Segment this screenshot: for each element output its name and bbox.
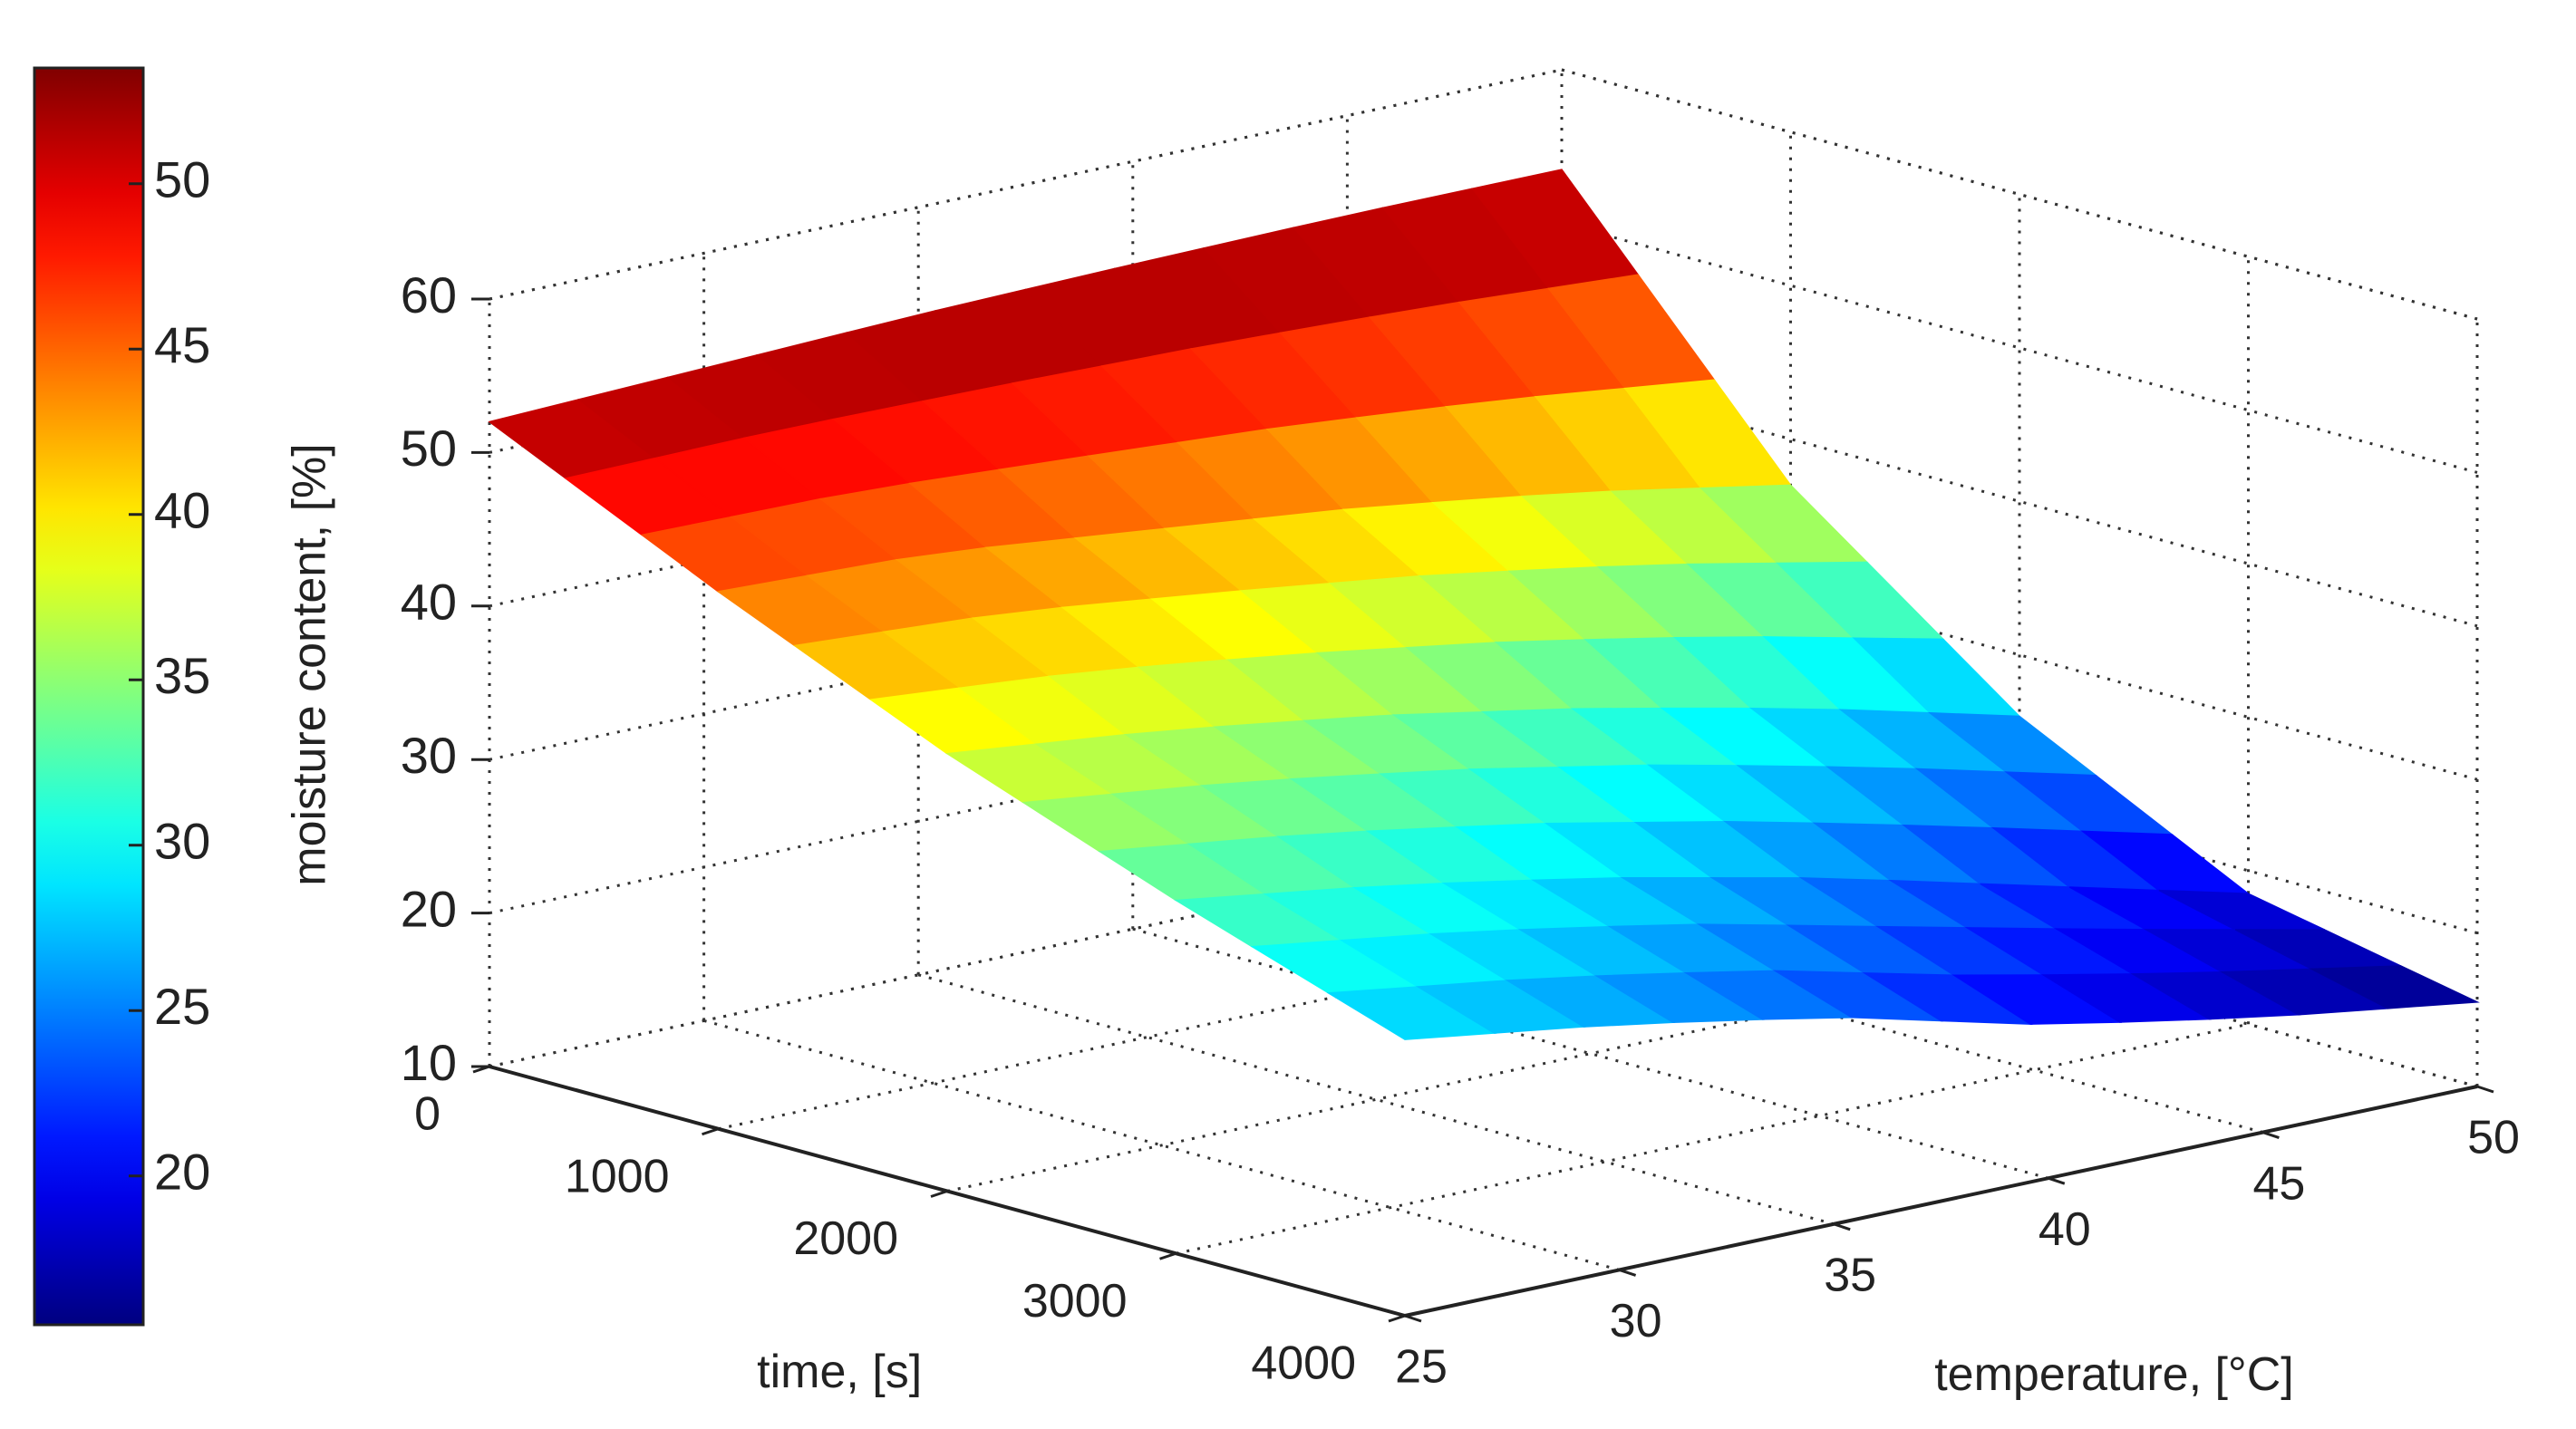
z-tick-label: 30 [401, 727, 457, 784]
z-tick-label: 50 [401, 420, 457, 477]
z-axis-title: moisture content, [%] [284, 443, 336, 885]
temperature-tick-label: 30 [1610, 1295, 1662, 1347]
time-tick-label: 0 [414, 1088, 441, 1141]
temperature-tick-mark [2476, 1085, 2494, 1094]
time-tick-mark [702, 1127, 719, 1136]
time-tick-label: 4000 [1251, 1337, 1356, 1390]
colorbar-tick-label: 50 [154, 151, 210, 208]
time-tick-label: 2000 [793, 1212, 898, 1265]
colorbar-gradient [33, 66, 145, 1327]
colorbar-tick-label: 30 [154, 813, 210, 870]
axes: 10 20 30 40 50 60 0 1000 2000 3000 4000 25 30 35 40 45 5… [284, 266, 2520, 1401]
temperature-tick-mark [1404, 1314, 1422, 1323]
temperature-tick-label: 35 [1824, 1250, 1876, 1302]
temperature-tick-mark [2048, 1176, 2066, 1185]
z-tick-label: 40 [401, 574, 457, 631]
box-edge-top [489, 68, 1563, 301]
time-tick-mark [1159, 1251, 1177, 1260]
z-tick-label: 10 [401, 1034, 457, 1091]
temperature-axis-line [1404, 1085, 2478, 1318]
temperature-tick-label: 25 [1395, 1341, 1448, 1394]
z-tick-label: 20 [401, 880, 457, 937]
time-axis-title: time, [s] [757, 1346, 922, 1398]
colorbar: 20 25 30 35 40 45 50 [33, 66, 210, 1327]
colorbar-tick-label: 35 [154, 647, 210, 704]
colorbar-tick-label: 40 [154, 482, 210, 539]
temperature-tick-label: 50 [2467, 1112, 2520, 1164]
surface-patch [2309, 965, 2480, 1009]
time-tick-mark [930, 1190, 948, 1198]
time-tick-mark [1388, 1314, 1406, 1323]
temperature-tick-mark [1833, 1222, 1851, 1231]
temperature-tick-label: 45 [2252, 1157, 2305, 1210]
time-tick-label: 3000 [1022, 1275, 1128, 1328]
temperature-tick-mark [2261, 1131, 2280, 1140]
time-tick-mark [472, 1065, 490, 1074]
temperature-tick-mark [1619, 1268, 1637, 1277]
temperature-axis-title: temperature, [°C] [1934, 1348, 2294, 1401]
surface [488, 169, 2480, 1040]
colorbar-tick-label: 25 [154, 978, 210, 1035]
colorbar-tick-label: 45 [154, 316, 210, 373]
gridline-floor [1176, 1022, 2249, 1255]
colorbar-tick-label: 20 [154, 1144, 210, 1201]
box-edge-top [1561, 68, 2478, 321]
time-tick-label: 1000 [565, 1150, 670, 1202]
z-tick-label: 60 [401, 266, 457, 323]
temperature-tick-label: 40 [2039, 1203, 2091, 1256]
